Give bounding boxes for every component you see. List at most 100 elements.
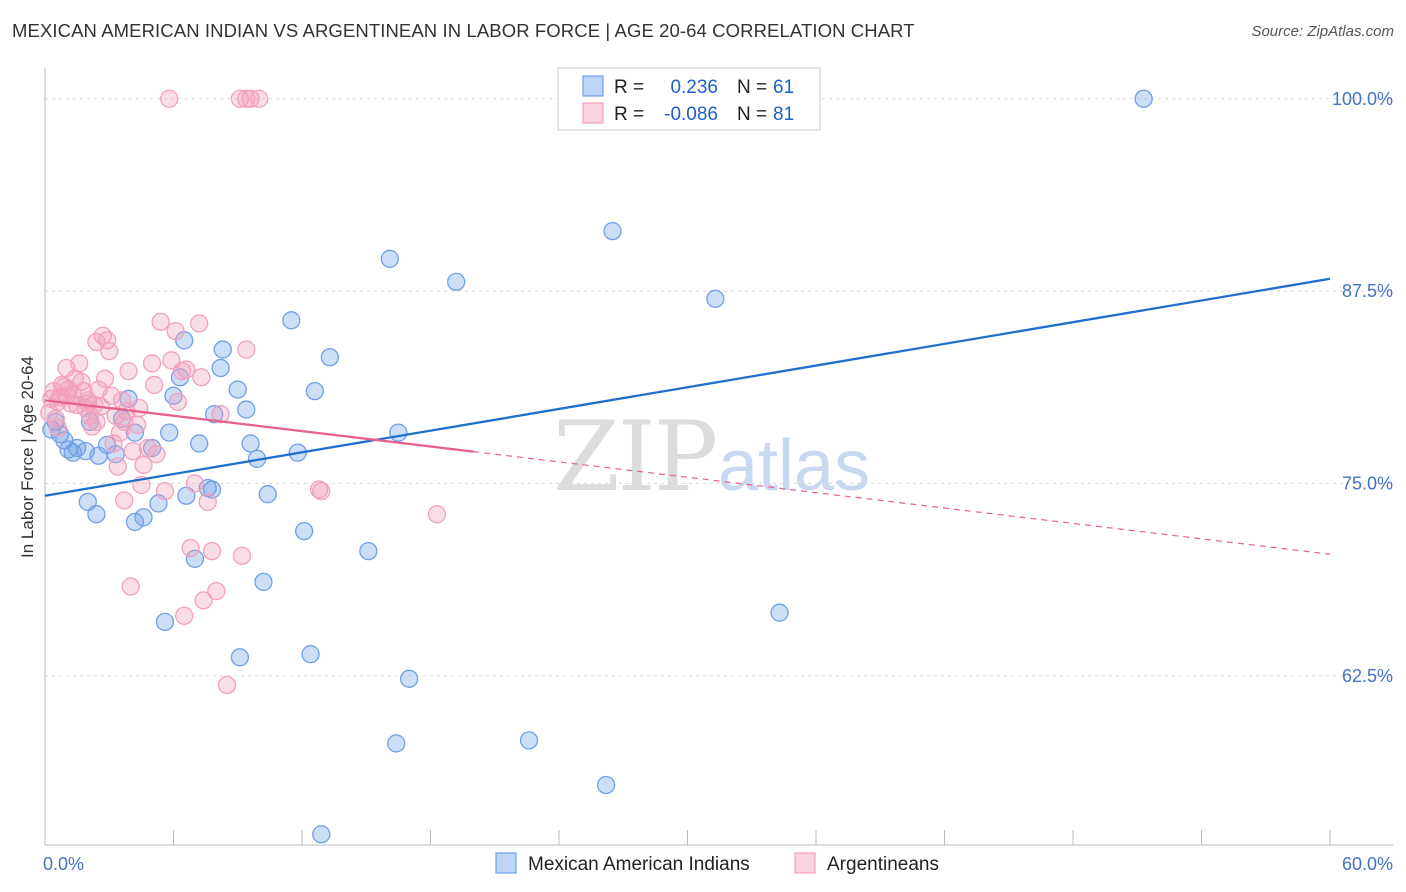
data-point: [207, 581, 226, 601]
data-point: [202, 541, 222, 561]
data-point: [142, 354, 162, 373]
data-point: [447, 272, 466, 292]
legend-label: Mexican American Indians: [528, 854, 750, 875]
data-point: [78, 492, 97, 512]
y-tick-label: 62.5%: [1342, 666, 1393, 686]
data-point: [168, 392, 187, 412]
legend-n-value: 61: [773, 77, 794, 98]
data-point: [115, 412, 134, 432]
data-point: [102, 386, 121, 405]
legend-r-value: 0.236: [670, 77, 718, 98]
data-point: [232, 546, 252, 565]
data-point: [125, 512, 145, 532]
data-point: [305, 381, 325, 401]
data-point: [48, 418, 67, 438]
series-argentineans: [40, 89, 447, 695]
data-point: [100, 341, 119, 361]
data-point: [198, 492, 217, 512]
data-point: [110, 423, 130, 442]
data-point: [237, 400, 256, 419]
source-credit: Source: ZipAtlas.com: [1251, 23, 1394, 40]
data-point: [228, 380, 247, 399]
data-point: [294, 521, 314, 541]
trendline-mexican-american-indians: [44, 277, 1331, 497]
data-point: [519, 731, 539, 750]
data-point: [254, 572, 273, 592]
data-point: [211, 405, 230, 424]
data-point: [192, 368, 211, 387]
y-tick-label: 87.5%: [1342, 281, 1393, 301]
data-point: [427, 505, 447, 524]
series-mexican-american-indians: [42, 89, 1153, 844]
legend-r-value: -0.086: [664, 104, 718, 125]
trendline-argentineans-dashed: [473, 451, 1331, 555]
data-point: [359, 541, 378, 561]
data-point: [87, 332, 106, 352]
data-point: [166, 321, 185, 341]
data-point: [123, 441, 142, 461]
data-point: [177, 360, 196, 379]
data-point: [185, 549, 205, 568]
data-point: [312, 481, 331, 501]
data-point: [185, 474, 205, 493]
data-point: [181, 538, 200, 558]
data-point: [596, 775, 616, 795]
y-tick-label: 100.0%: [1332, 89, 1393, 109]
data-point: [237, 89, 256, 108]
trendline-argentineans: [44, 399, 474, 453]
legend-swatch: [582, 102, 604, 124]
data-point: [104, 434, 123, 453]
gridlines: [45, 98, 1393, 677]
stats-legend-box: [557, 67, 821, 131]
x-tick-label: 0.0%: [43, 854, 84, 874]
data-point: [312, 825, 331, 844]
data-point: [320, 348, 339, 367]
data-point: [301, 645, 320, 664]
data-point: [603, 221, 622, 241]
data-point: [134, 455, 153, 475]
data-point: [134, 508, 153, 527]
data-point: [151, 312, 170, 332]
data-point: [282, 311, 301, 330]
data-point: [119, 361, 138, 381]
data-point: [160, 89, 179, 108]
legend-swatch: [495, 852, 517, 874]
data-point: [121, 577, 140, 596]
data-point: [387, 734, 406, 753]
watermark-atlas: atlas: [718, 426, 870, 506]
data-point: [130, 398, 149, 418]
data-point: [389, 423, 408, 442]
chart-title: MEXICAN AMERICAN INDIAN VS ARGENTINEAN I…: [12, 20, 915, 41]
data-point: [147, 445, 166, 464]
legend-n-label: N =: [737, 77, 767, 98]
data-point: [155, 612, 175, 632]
legend-label: Argentineans: [827, 854, 939, 875]
data-point: [108, 457, 127, 476]
data-point: [155, 481, 175, 501]
data-point: [770, 603, 789, 622]
legend-n-label: N =: [737, 104, 767, 125]
data-point: [57, 358, 76, 378]
data-point: [217, 675, 237, 695]
data-point: [399, 669, 419, 688]
y-tick-label: 75.0%: [1342, 473, 1393, 493]
x-tick-label: 60.0%: [1342, 854, 1393, 874]
y-axis-title: In Labor Force | Age 20-64: [18, 356, 37, 558]
watermark: ZIP atlas: [553, 401, 870, 513]
data-point: [380, 249, 399, 268]
legend-swatch: [794, 852, 816, 874]
data-point: [213, 340, 232, 359]
legend-r-label: R =: [614, 77, 644, 98]
data-point: [230, 648, 250, 667]
data-point: [160, 423, 179, 442]
data-point: [175, 606, 194, 625]
data-point: [190, 314, 209, 333]
legend-r-label: R =: [614, 104, 644, 125]
data-point: [250, 89, 269, 108]
data-point: [87, 412, 106, 432]
data-point: [258, 485, 277, 504]
data-point: [115, 491, 134, 510]
watermark-zip: ZIP: [553, 401, 716, 513]
data-point: [190, 434, 209, 453]
